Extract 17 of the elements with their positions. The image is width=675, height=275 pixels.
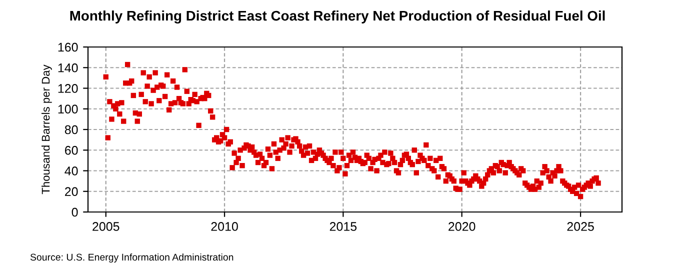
y-tick-label: 100 [58,104,78,114]
y-tick-label: 120 [58,84,78,93]
y-tick-label: 60 [65,146,78,155]
x-tick-label: 2005 [92,222,120,231]
x-tick-label: 2010 [211,222,238,231]
y-tick-label: 20 [65,187,78,196]
y-tick-label: 140 [58,63,78,72]
x-tick-label: 2020 [448,222,476,231]
y-tick-label: 80 [64,125,78,134]
x-tick-label: 2025 [567,222,594,231]
x-tick-label: 2015 [330,222,357,231]
y-axis-title: Thousand Barrels per Day [42,64,52,194]
chart-title: Monthly Refining District East Coast Refinery Net Production of Residual Fuel Oil [70,10,605,24]
y-tick-label: 40 [64,166,78,176]
y-tick-label: 160 [58,42,78,52]
source-note: Source: U.S. Energy Information Administration [30,253,234,263]
y-tick-label: 0 [72,208,78,217]
